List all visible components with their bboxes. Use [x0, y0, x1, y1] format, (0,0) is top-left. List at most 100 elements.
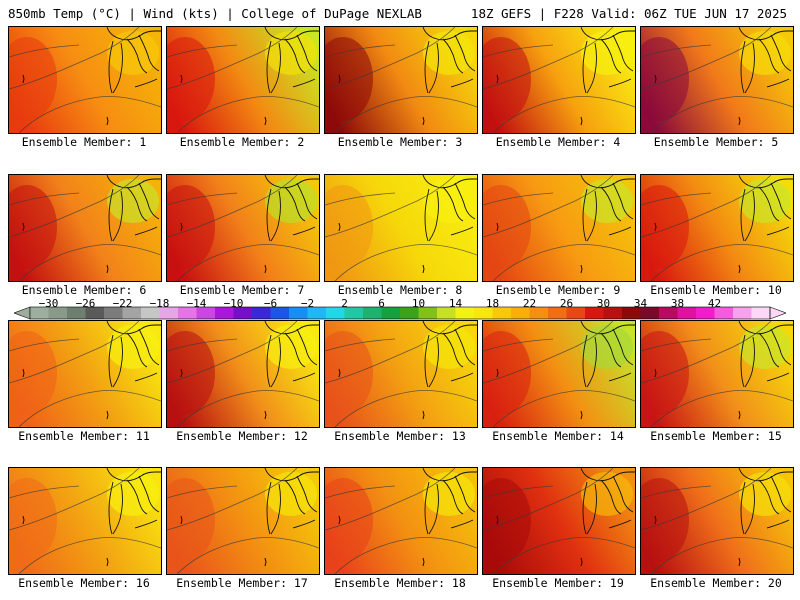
shoreline	[428, 42, 439, 94]
wind-barb	[580, 264, 583, 274]
height-contour	[650, 537, 793, 574]
height-contour	[492, 537, 635, 574]
colorbar-segment	[696, 307, 715, 319]
colorbar-segment	[178, 307, 197, 319]
ensemble-member-label: Ensemble Member: 14	[492, 429, 624, 443]
colorbar-segment	[437, 307, 456, 319]
shoreline	[738, 321, 793, 335]
temperature-map	[9, 468, 161, 574]
shoreline	[740, 481, 746, 535]
wind-barb	[180, 515, 183, 525]
shoreline	[766, 78, 790, 88]
shoreline	[134, 226, 158, 236]
shoreline	[284, 186, 306, 222]
height-contour	[483, 485, 554, 499]
shoreline	[586, 42, 597, 94]
colorbar-segment	[585, 307, 604, 319]
shoreline	[106, 321, 161, 335]
wind-barb	[496, 222, 499, 232]
colorbar-segment	[400, 307, 419, 319]
shoreline	[442, 479, 464, 515]
warm-core-region	[9, 37, 57, 121]
temperature-map	[641, 321, 793, 427]
shoreline	[766, 372, 790, 382]
shoreline	[126, 332, 148, 368]
height-contour	[18, 537, 161, 574]
shoreline	[138, 182, 160, 220]
shoreline	[134, 78, 158, 88]
ensemble-member-label: Ensemble Member: 15	[650, 429, 782, 443]
great-lakes-region	[423, 31, 475, 75]
ensemble-member-panel	[482, 467, 636, 575]
height-contour	[18, 244, 161, 281]
colorbar-tick-label: 26	[559, 297, 574, 310]
shoreline	[600, 332, 622, 368]
wind-barb	[654, 74, 657, 84]
height-contour	[9, 321, 140, 384]
header-run-info: 18Z GEFS | F228 Valid: 06Z TUE JUN 17 20…	[470, 6, 787, 21]
shoreline	[266, 481, 272, 535]
wind-barb	[264, 410, 267, 420]
shoreline	[758, 186, 780, 222]
ensemble-member-label: Ensemble Member: 9	[495, 283, 621, 297]
warm-core-region	[325, 37, 373, 121]
colorbar-tick-label: −6	[263, 297, 278, 310]
shoreline	[112, 483, 123, 535]
wind-barb	[264, 116, 267, 126]
height-contour	[9, 192, 80, 206]
shoreline	[264, 468, 319, 482]
wind-barb	[106, 264, 109, 274]
height-contour	[176, 244, 319, 281]
height-contour	[641, 338, 712, 352]
header-title: 850mb Temp (°C) | Wind (kts) | College o…	[8, 6, 422, 21]
warm-core-region	[167, 37, 215, 121]
shoreline	[424, 40, 430, 94]
ensemble-member-label: Ensemble Member: 11	[18, 429, 150, 443]
colorbar-outline	[29, 306, 771, 320]
wind-barb	[106, 116, 109, 126]
wind-barb	[180, 368, 183, 378]
shoreline	[586, 336, 597, 388]
temperature-map	[9, 27, 161, 133]
wind-barb	[422, 264, 425, 274]
ensemble-member-panel	[324, 320, 478, 428]
shoreline	[292, 78, 316, 88]
warm-core-region	[325, 331, 373, 415]
height-contour	[9, 485, 80, 499]
ensemble-member-label: Ensemble Member: 10	[650, 283, 782, 297]
colorbar-tick-label: −22	[112, 297, 133, 310]
ensemble-member-panel	[640, 174, 794, 282]
colorbar-tick-label: −26	[75, 297, 96, 310]
height-contour	[650, 244, 793, 281]
colorbar-segment	[30, 307, 49, 319]
ensemble-member-label: Ensemble Member: 7	[179, 283, 305, 297]
height-contour	[483, 338, 554, 352]
colorbar-segment	[48, 307, 68, 319]
height-contour	[492, 244, 635, 281]
shoreline	[612, 475, 634, 513]
height-contour	[492, 390, 635, 427]
shoreline	[284, 38, 306, 74]
shoreline	[106, 468, 161, 482]
height-contour	[641, 175, 772, 238]
temperature-map	[641, 468, 793, 574]
ensemble-member-panel	[8, 174, 162, 282]
temperature-map	[325, 468, 477, 574]
warm-core-region	[9, 478, 57, 562]
shoreline	[580, 321, 635, 335]
shoreline	[612, 328, 634, 366]
great-lakes-region	[581, 325, 633, 369]
height-contour	[325, 338, 396, 352]
colorbar-segment	[492, 307, 512, 319]
wind-barb	[338, 515, 341, 525]
shoreline	[744, 42, 755, 94]
wind-barb	[738, 557, 741, 567]
shoreline	[266, 188, 272, 242]
warm-core-region	[9, 331, 57, 415]
wind-barb	[22, 74, 25, 84]
ensemble-member-panel	[166, 26, 320, 134]
height-contour	[641, 27, 772, 90]
colorbar-segment	[381, 307, 401, 319]
ensemble-member-panel	[482, 26, 636, 134]
height-contour	[483, 321, 614, 384]
